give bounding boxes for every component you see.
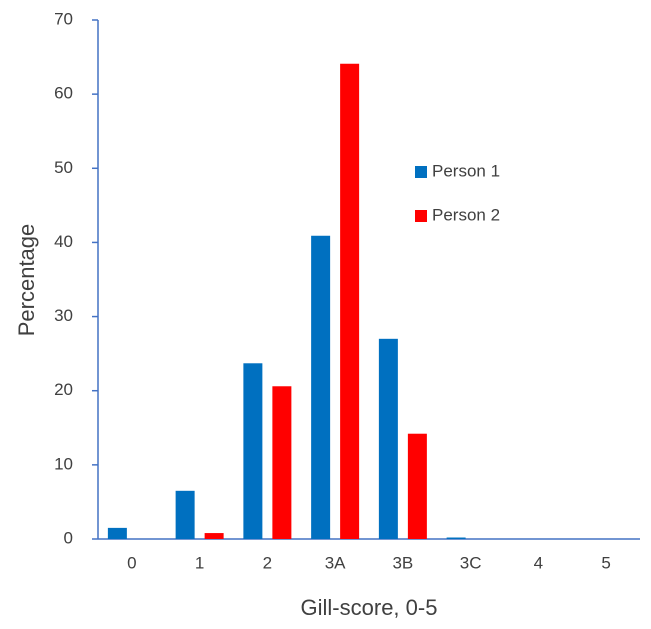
x-tick-label: 3B (392, 553, 413, 572)
bar (272, 386, 292, 539)
y-tick-label: 10 (54, 454, 73, 473)
x-tick-label: 0 (127, 553, 136, 572)
bar (378, 338, 398, 539)
x-tick-label: 5 (601, 553, 610, 572)
bar (107, 527, 127, 539)
x-axis-title: Gill-score, 0-5 (301, 595, 438, 620)
x-tick-label: 3C (460, 553, 482, 572)
y-tick-label: 60 (54, 84, 73, 103)
legend-label: Person 1 (432, 161, 500, 180)
legend-label: Person 2 (432, 205, 500, 224)
y-tick-label: 0 (64, 528, 73, 547)
y-tick-label: 30 (54, 306, 73, 325)
y-tick-label: 20 (54, 380, 73, 399)
y-axis-title: Percentage (14, 224, 39, 337)
y-tick-label: 50 (54, 158, 73, 177)
y-tick-label: 40 (54, 232, 73, 251)
y-tick-label: 70 (54, 9, 73, 28)
bar (175, 490, 195, 539)
bar (311, 235, 331, 539)
bar (340, 63, 360, 539)
x-tick-label: 2 (263, 553, 272, 572)
bar (204, 533, 224, 539)
bar (446, 537, 466, 539)
legend-swatch (415, 210, 427, 222)
x-tick-label: 3A (325, 553, 346, 572)
x-tick-label: 4 (534, 553, 543, 572)
bar (243, 363, 263, 539)
legend-swatch (415, 166, 427, 178)
x-tick-label: 1 (195, 553, 204, 572)
bar (407, 433, 427, 539)
